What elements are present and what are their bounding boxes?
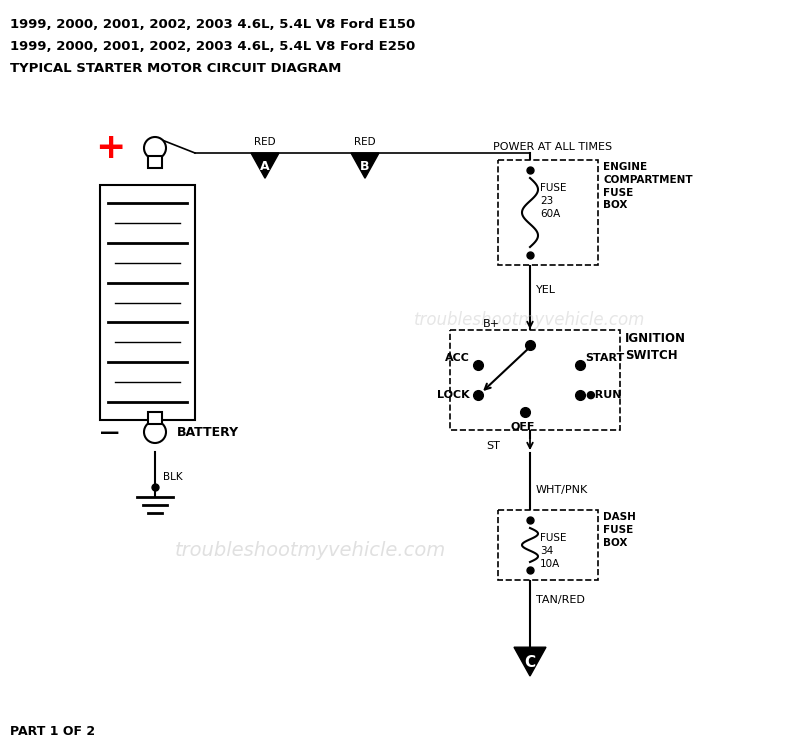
Text: A: A	[260, 160, 270, 173]
Polygon shape	[514, 647, 546, 676]
Polygon shape	[251, 153, 279, 178]
Text: 1999, 2000, 2001, 2002, 2003 4.6L, 5.4L V8 Ford E250: 1999, 2000, 2001, 2002, 2003 4.6L, 5.4L …	[10, 40, 415, 53]
Text: FUSE
23
60A: FUSE 23 60A	[540, 183, 566, 220]
Circle shape	[144, 421, 166, 443]
Text: troubleshootmyvehicle.com: troubleshootmyvehicle.com	[414, 311, 646, 329]
Bar	[498, 510, 598, 580]
Text: WHT/PNK: WHT/PNK	[536, 485, 588, 495]
Polygon shape	[351, 153, 379, 178]
Text: ENGINE
COMPARTMENT
FUSE
BOX: ENGINE COMPARTMENT FUSE BOX	[603, 162, 693, 211]
Text: PART 1 OF 2: PART 1 OF 2	[10, 725, 95, 738]
Text: BLK: BLK	[163, 472, 182, 482]
Text: START: START	[585, 353, 624, 363]
Text: B: B	[360, 160, 370, 173]
Text: C: C	[525, 655, 535, 670]
Text: RED: RED	[354, 137, 376, 147]
Bar	[148, 412, 162, 424]
Bar	[450, 330, 620, 430]
Text: B+: B+	[483, 319, 500, 329]
Text: RED: RED	[254, 137, 276, 147]
Text: LOCK: LOCK	[438, 390, 470, 400]
Bar	[498, 160, 598, 265]
Text: ACC: ACC	[445, 353, 470, 363]
Text: TYPICAL STARTER MOTOR CIRCUIT DIAGRAM: TYPICAL STARTER MOTOR CIRCUIT DIAGRAM	[10, 62, 342, 75]
Text: TAN/RED: TAN/RED	[536, 595, 585, 605]
Text: FUSE
34
10A: FUSE 34 10A	[540, 533, 566, 569]
Text: BATTERY: BATTERY	[177, 425, 239, 439]
Text: ●RUN: ●RUN	[585, 390, 622, 400]
Text: DASH
FUSE
BOX: DASH FUSE BOX	[603, 512, 636, 548]
Text: OFF: OFF	[511, 422, 535, 432]
Text: —: —	[100, 422, 120, 442]
Text: POWER AT ALL TIMES: POWER AT ALL TIMES	[493, 142, 612, 152]
Text: ST: ST	[486, 441, 500, 451]
Text: YEL: YEL	[536, 285, 556, 295]
Text: +: +	[95, 131, 125, 165]
Text: 1999, 2000, 2001, 2002, 2003 4.6L, 5.4L V8 Ford E150: 1999, 2000, 2001, 2002, 2003 4.6L, 5.4L …	[10, 18, 415, 31]
Text: troubleshootmyvehicle.com: troubleshootmyvehicle.com	[174, 541, 446, 560]
Text: IGNITION
SWITCH: IGNITION SWITCH	[625, 332, 686, 362]
Bar	[148, 156, 162, 168]
Circle shape	[144, 137, 166, 159]
Bar	[100, 185, 195, 420]
